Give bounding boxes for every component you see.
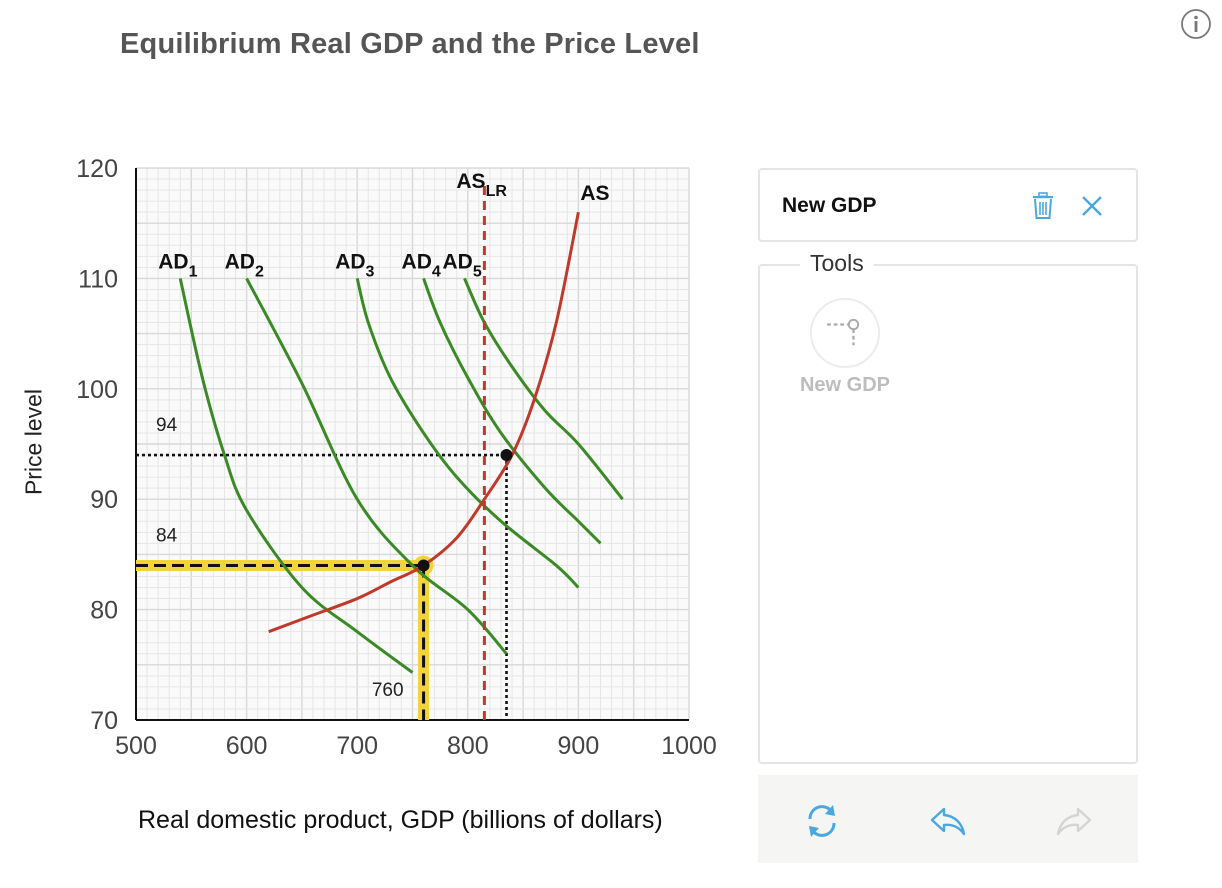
x-axis-label: Real domestic product, GDP (billions of … bbox=[138, 806, 663, 834]
x-tick-label: 600 bbox=[226, 732, 268, 760]
equilibrium-point-selected bbox=[417, 559, 430, 572]
new-gdp-card: New GDP bbox=[758, 168, 1138, 242]
y-tick-label: 120 bbox=[76, 155, 118, 183]
as-curve bbox=[268, 211, 580, 634]
ad1-curve bbox=[178, 278, 414, 674]
y-tick-label: 70 bbox=[90, 707, 118, 735]
grid-lines bbox=[135, 167, 690, 721]
point-dropline-icon bbox=[827, 318, 860, 346]
ad2-label: AD2 bbox=[225, 250, 264, 280]
ad1-label: AD1 bbox=[158, 250, 197, 280]
annotation-760: 760 bbox=[372, 680, 404, 701]
annotation-84: 84 bbox=[156, 525, 178, 546]
chart: 500 600 700 800 900 1000 70 80 90 100 110 120 AD1 AD2… bbox=[76, 155, 717, 760]
x-tick-label: 700 bbox=[336, 732, 378, 760]
page-title: Equilibrium Real GDP and the Price Level bbox=[120, 28, 700, 60]
y-tick-label: 100 bbox=[76, 376, 118, 404]
y-tick-label: 90 bbox=[90, 486, 118, 514]
ad2-curve bbox=[245, 277, 508, 655]
tools-panel: Tools New GDP bbox=[758, 250, 1138, 764]
reset-icon[interactable] bbox=[802, 801, 842, 841]
trash-icon[interactable] bbox=[1030, 192, 1056, 220]
ad3-curve bbox=[355, 278, 580, 589]
as-label: AS bbox=[580, 182, 609, 205]
x-tick-label: 1000 bbox=[661, 732, 717, 760]
new-gdp-tool-label: New GDP bbox=[799, 374, 891, 396]
new-gdp-card-title: New GDP bbox=[782, 194, 877, 217]
x-tick-label: 900 bbox=[558, 732, 600, 760]
y-axis-label: Price level bbox=[20, 388, 47, 496]
bottom-toolbar bbox=[758, 775, 1138, 863]
tools-label: Tools bbox=[800, 250, 874, 277]
ad4-curve bbox=[422, 277, 602, 545]
annotation-94: 94 bbox=[156, 415, 178, 436]
x-tick-label: 500 bbox=[115, 732, 157, 760]
info-icon[interactable] bbox=[1180, 8, 1212, 40]
ad5-curve bbox=[463, 277, 624, 501]
ad4-label: AD4 bbox=[402, 250, 441, 280]
aslr-label: ASLR bbox=[456, 170, 507, 200]
new-gdp-tool-button[interactable]: New GDP bbox=[790, 298, 900, 408]
undo-icon[interactable] bbox=[928, 801, 968, 841]
tool-circle bbox=[810, 298, 880, 368]
close-icon[interactable] bbox=[1080, 194, 1104, 218]
x-tick-label: 800 bbox=[447, 732, 489, 760]
y-tick-label: 80 bbox=[90, 597, 118, 625]
redo-icon[interactable] bbox=[1054, 801, 1094, 841]
ad3-label: AD3 bbox=[335, 250, 374, 280]
equilibrium-point bbox=[500, 449, 513, 462]
y-tick-label: 110 bbox=[78, 265, 118, 293]
ad5-label: AD5 bbox=[442, 250, 481, 280]
